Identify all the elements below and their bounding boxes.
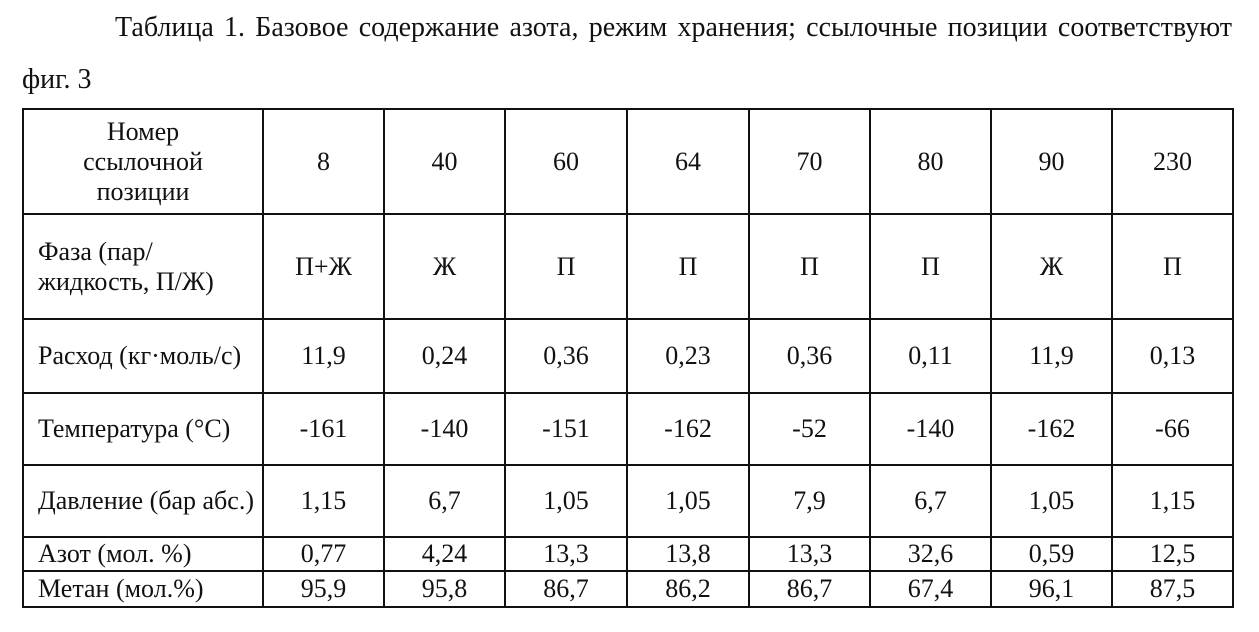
table-cell: -140 — [383, 392, 506, 466]
table-cell: 0,23 — [626, 318, 750, 394]
table-cell: 60 — [504, 108, 628, 215]
table-cell: 13,8 — [626, 536, 750, 572]
table-cell: 87,5 — [1111, 570, 1234, 608]
table-row: Метан (мол.%) 95,9 95,8 86,7 86,2 86,7 67,4 96,… — [22, 570, 1234, 608]
table-cell: -151 — [504, 392, 628, 466]
table-cell: П+Ж — [262, 213, 385, 320]
table-cell: Ж — [990, 213, 1113, 320]
table-cell: 13,3 — [504, 536, 628, 572]
table-cell: 4,24 — [383, 536, 506, 572]
table-cell: 11,9 — [990, 318, 1113, 394]
table-row: Азот (мол. %) 0,77 4,24 13,3 13,8 13,3 32,6 0,5… — [22, 536, 1234, 572]
table-cell: 8 — [262, 108, 385, 215]
table-cell: 12,5 — [1111, 536, 1234, 572]
row-label: Давление (бар абс.) — [22, 464, 264, 538]
table-row: Давление (бар абс.) 1,15 6,7 1,05 1,05 7,9 6,7… — [22, 464, 1234, 538]
table-cell: 64 — [626, 108, 750, 215]
table-cell: 230 — [1111, 108, 1234, 215]
table-cell: 6,7 — [383, 464, 506, 538]
table-body: Номер ссылочной позиции 8 40 60 64 70 80 90 230 Ф… — [22, 108, 1234, 608]
table-cell: 0,77 — [262, 536, 385, 572]
table-cell: -162 — [990, 392, 1113, 466]
table-cell: -52 — [748, 392, 871, 466]
table-cell: -162 — [626, 392, 750, 466]
table-cell: 86,2 — [626, 570, 750, 608]
table-row: Номер ссылочной позиции 8 40 60 64 70 80 90 230 — [22, 108, 1234, 215]
data-table: Номер ссылочной позиции 8 40 60 64 70 80 90 230 Ф… — [22, 108, 1234, 608]
table-cell: 86,7 — [504, 570, 628, 608]
table-cell: 7,9 — [748, 464, 871, 538]
row-label: Расход (кг·моль/с) — [22, 318, 264, 394]
table-cell: 11,9 — [262, 318, 385, 394]
row-label: Номер ссылочной позиции — [22, 108, 264, 215]
table-cell: -161 — [262, 392, 385, 466]
table-cell: 0,24 — [383, 318, 506, 394]
table-cell: П — [626, 213, 750, 320]
table-cell: 90 — [990, 108, 1113, 215]
table-cell: 0,11 — [869, 318, 992, 394]
table-cell: 32,6 — [869, 536, 992, 572]
table-cell: 0,59 — [990, 536, 1113, 572]
table-cell: 1,15 — [262, 464, 385, 538]
table-row: Температура (°С) -161 -140 -151 -162 -52 -140-… — [22, 392, 1234, 466]
table-row: Фаза (пар/жидкость, П/Ж) П+Ж Ж П П П П Ж П — [22, 213, 1234, 320]
table-cell: 67,4 — [869, 570, 992, 608]
table-cell: 80 — [869, 108, 992, 215]
table-cell: 1,05 — [626, 464, 750, 538]
table-cell: 0,36 — [504, 318, 628, 394]
table-cell: 0,13 — [1111, 318, 1234, 394]
table-cell: 1,05 — [990, 464, 1113, 538]
table-cell: 96,1 — [990, 570, 1113, 608]
table-cell: П — [748, 213, 871, 320]
table-cell: 1,15 — [1111, 464, 1234, 538]
table-cell: Ж — [383, 213, 506, 320]
table-cell: 95,9 — [262, 570, 385, 608]
table-cell: 1,05 — [504, 464, 628, 538]
table-cell: П — [1111, 213, 1234, 320]
table-cell: 86,7 — [748, 570, 871, 608]
table-cell: -140 — [869, 392, 992, 466]
table-cell: П — [869, 213, 992, 320]
row-label: Фаза (пар/жидкость, П/Ж) — [22, 213, 264, 320]
row-label: Метан (мол.%) — [22, 570, 264, 608]
table-cell: П — [504, 213, 628, 320]
row-label: Азот (мол. %) — [22, 536, 264, 572]
row-label: Температура (°С) — [22, 392, 264, 466]
table-cell: 6,7 — [869, 464, 992, 538]
table-cell: 13,3 — [748, 536, 871, 572]
table-cell: 70 — [748, 108, 871, 215]
table-caption: Таблица 1. Базовое содержание азота, реж… — [22, 12, 1232, 95]
table-cell: 40 — [383, 108, 506, 215]
table-cell: -66 — [1111, 392, 1234, 466]
table-row: Расход (кг·моль/с) 11,9 0,24 0,36 0,23 0,36 0,… — [22, 318, 1234, 394]
table-cell: 0,36 — [748, 318, 871, 394]
table-cell: 95,8 — [383, 570, 506, 608]
